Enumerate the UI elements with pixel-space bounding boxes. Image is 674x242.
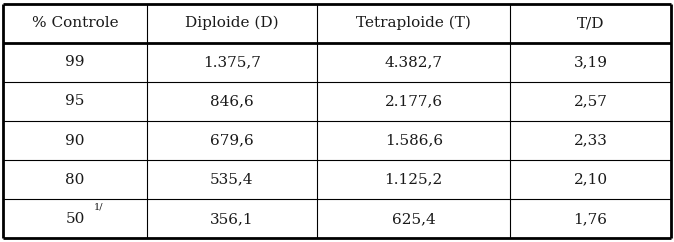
Text: 625,4: 625,4	[392, 212, 435, 226]
Text: 356,1: 356,1	[210, 212, 253, 226]
Text: 90: 90	[65, 134, 85, 148]
Text: 50: 50	[65, 212, 85, 226]
Text: 1.586,6: 1.586,6	[385, 134, 443, 148]
Text: 2,33: 2,33	[574, 134, 607, 148]
Text: 2,57: 2,57	[574, 94, 607, 108]
Text: % Controle: % Controle	[32, 16, 119, 30]
Text: 679,6: 679,6	[210, 134, 254, 148]
Text: 1.375,7: 1.375,7	[203, 55, 261, 69]
Text: 1,76: 1,76	[574, 212, 607, 226]
Text: 2.177,6: 2.177,6	[385, 94, 443, 108]
Text: 99: 99	[65, 55, 85, 69]
Text: T/D: T/D	[577, 16, 605, 30]
Text: 80: 80	[65, 173, 85, 187]
Text: 4.382,7: 4.382,7	[385, 55, 443, 69]
Text: Tetraploide (T): Tetraploide (T)	[357, 16, 471, 30]
Text: 3,19: 3,19	[574, 55, 607, 69]
Text: 95: 95	[65, 94, 85, 108]
Text: 1/: 1/	[94, 203, 104, 212]
Text: 1.125,2: 1.125,2	[385, 173, 443, 187]
Text: Diploide (D): Diploide (D)	[185, 16, 279, 30]
Text: 2,10: 2,10	[574, 173, 608, 187]
Text: 535,4: 535,4	[210, 173, 253, 187]
Text: 846,6: 846,6	[210, 94, 254, 108]
